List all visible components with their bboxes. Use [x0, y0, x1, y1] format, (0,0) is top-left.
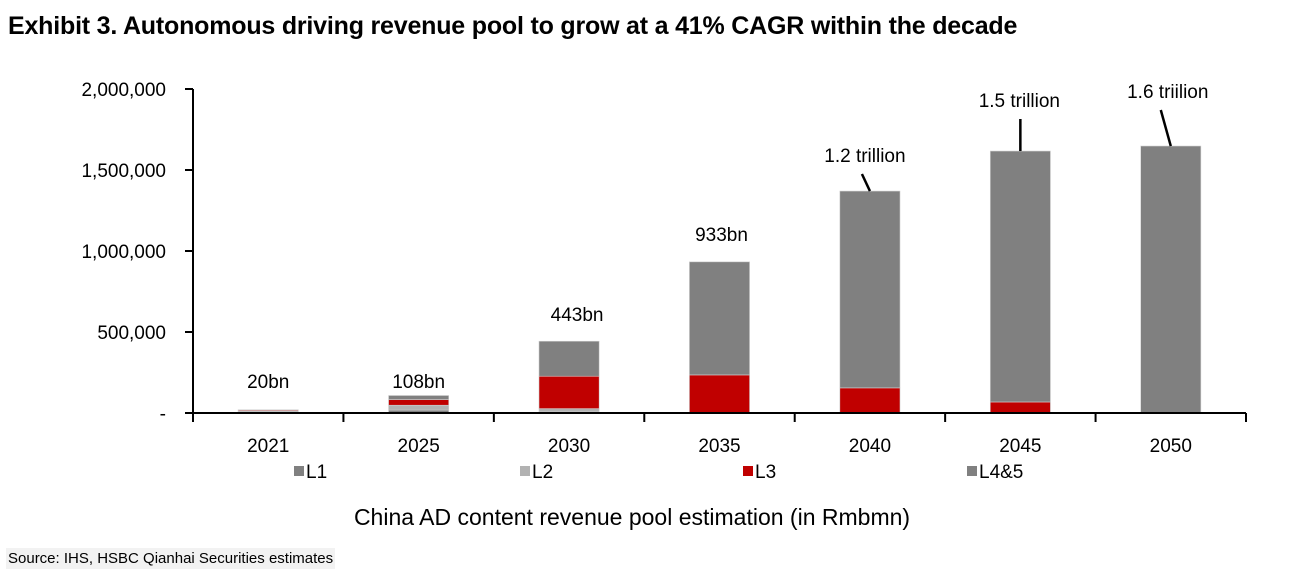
bar-segment-l4and5-2045: [989, 150, 1051, 403]
x-tick-label: 2040: [849, 436, 891, 457]
bar-segment-l3-2035: [689, 374, 750, 414]
legend-label: L3: [755, 462, 776, 483]
bar-segment-l3-2030: [538, 375, 600, 409]
axes-layer: - 500,000 1,000,000 1,500,000 2,000,000 2021 2…: [81, 80, 1247, 457]
bar-segment-l4and5-2035: [689, 261, 750, 376]
data-label: 1.2 trillion: [824, 146, 905, 167]
y-tick-label: -: [160, 404, 166, 425]
data-label: 20bn: [247, 372, 289, 393]
data-label: 443bn: [551, 305, 604, 326]
bar-segment-l4and5-2050: [1140, 145, 1202, 414]
legend-label: L1: [306, 462, 327, 483]
x-tick-label: 2030: [548, 436, 590, 457]
x-tick-label: 2045: [999, 436, 1041, 457]
labels-layer: 20bn 108bn 443bn 933bn 1.2 trillion 1.5 trill…: [247, 82, 1208, 393]
bars-layer: [237, 145, 1202, 414]
bar-segment-l3-2025: [388, 399, 450, 406]
bar-segment-l4and5-2025: [388, 395, 450, 400]
leader-line: [860, 173, 872, 192]
y-tick-label: 1,000,000: [81, 242, 166, 263]
x-axis-title: China AD content revenue pool estimation…: [354, 504, 910, 530]
bar-segment-l4and5-2030: [538, 340, 600, 377]
legend: L1 L2 L3 L4&5: [294, 462, 1023, 483]
legend-swatch: [294, 466, 304, 476]
x-tick-label: 2021: [247, 436, 289, 457]
bar-segment-l3-2021: [237, 409, 299, 411]
bar-segment-l3-2040: [839, 387, 901, 414]
data-label: 1.5 trillion: [979, 91, 1060, 112]
bar-segment-l2-2030: [538, 408, 600, 413]
legend-swatch: [520, 466, 530, 476]
legend-swatch: [743, 466, 753, 476]
bar-segment-l3-2045: [989, 401, 1051, 414]
y-tick-label: 2,000,000: [81, 80, 166, 101]
chart-title: Exhibit 3. Autonomous driving revenue po…: [8, 12, 1018, 40]
y-tick-label: 500,000: [97, 323, 166, 344]
leader-line: [1159, 109, 1172, 147]
legend-swatch: [967, 466, 977, 476]
source-note: Source: IHS, HSBC Qianhai Securities est…: [6, 548, 336, 569]
y-tick-label: 1,500,000: [81, 161, 166, 182]
legend-label: L4&5: [979, 462, 1023, 483]
x-tick-label: 2035: [698, 436, 740, 457]
bar-segment-l2-2025: [388, 404, 450, 411]
x-tick-label: 2050: [1150, 436, 1192, 457]
data-label: 108bn: [392, 372, 445, 393]
x-tick-label: 2025: [398, 436, 440, 457]
bar-segment-l4and5-2040: [839, 190, 901, 389]
data-label: 1.6 triilion: [1127, 82, 1208, 103]
data-label: 933bn: [695, 225, 748, 246]
legend-label: L2: [532, 462, 553, 483]
